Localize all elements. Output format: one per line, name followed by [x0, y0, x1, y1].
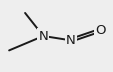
Text: N: N — [65, 34, 75, 47]
Text: O: O — [94, 24, 105, 37]
Text: N: N — [38, 30, 48, 42]
